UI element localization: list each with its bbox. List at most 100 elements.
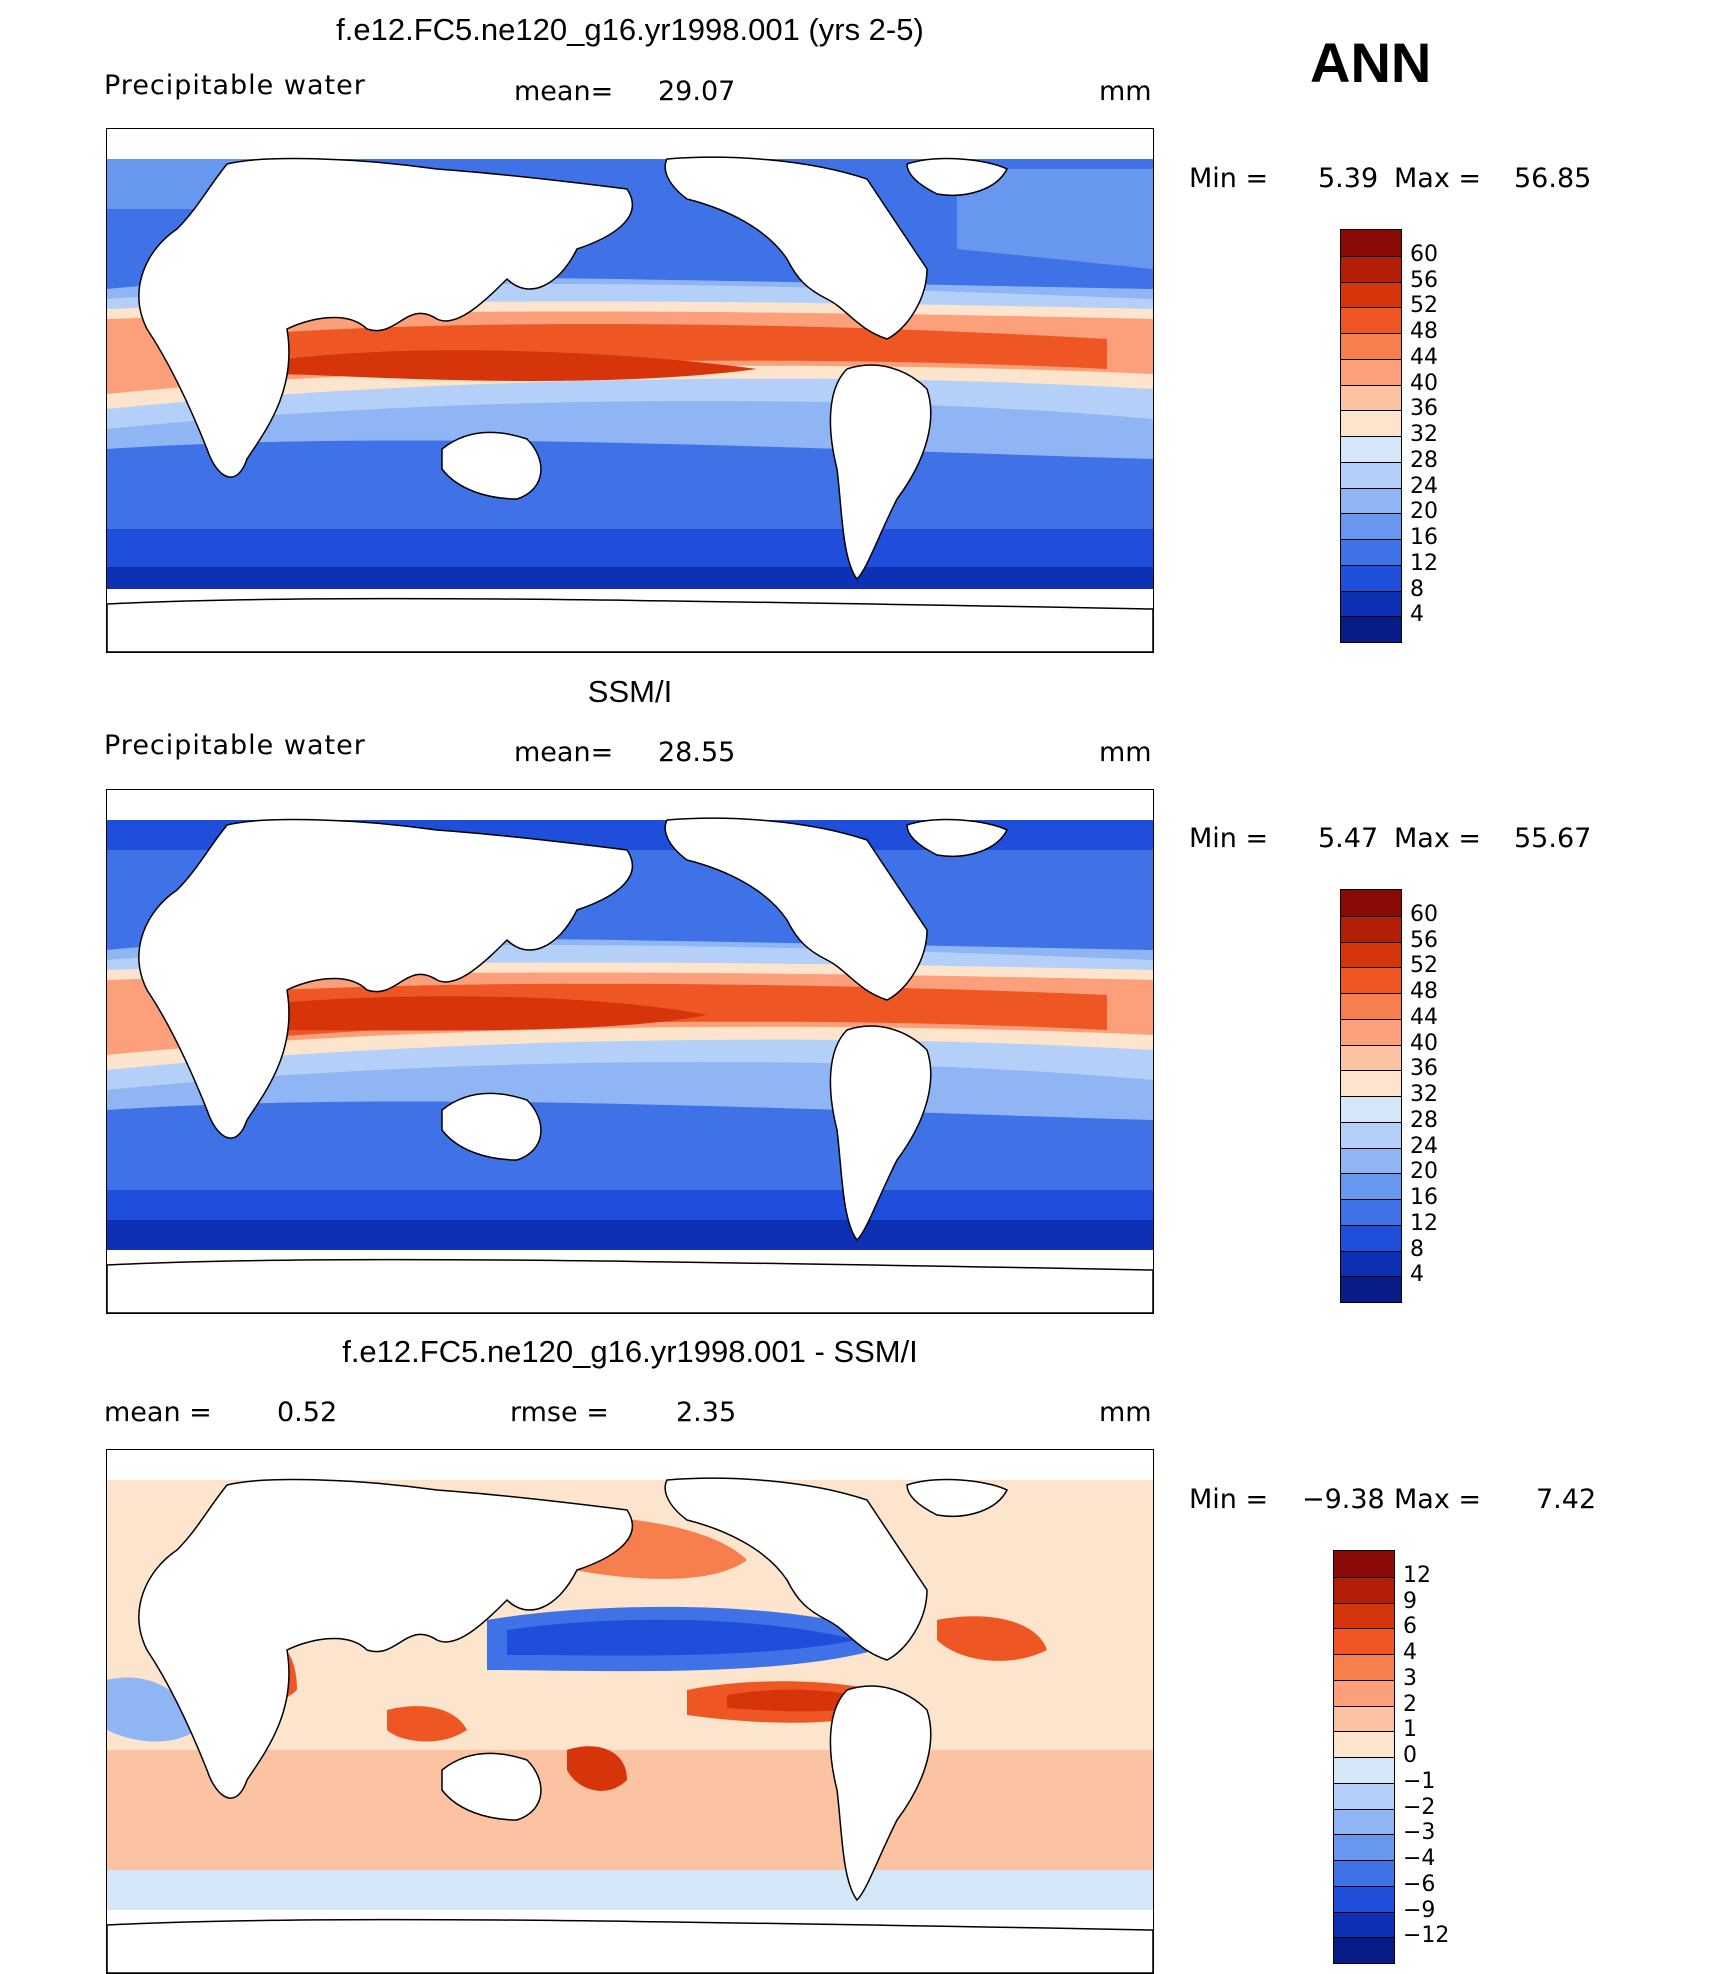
colorbar-tick-label: 12 [1403, 1562, 1431, 1588]
panel-3-map [106, 1449, 1154, 1974]
colorbar-tick-label: 12 [1410, 1210, 1438, 1236]
colorbar-swatch [1341, 1173, 1401, 1199]
panel-2-max-value: 55.67 [1514, 823, 1592, 854]
colorbar-swatch [1334, 1551, 1394, 1577]
colorbar-swatch [1334, 1885, 1394, 1912]
colorbar-tick-label: 4 [1410, 602, 1424, 628]
colorbar-swatch [1334, 1757, 1394, 1783]
colorbar-tick-label: 28 [1410, 1107, 1438, 1133]
colorbar-tick-label: 48 [1410, 979, 1438, 1004]
panel-1-title: f.e12.FC5.ne120_g16.yr1998.001 (yrs 2-5) [336, 12, 924, 47]
colorbar-tick-label: 1 [1403, 1717, 1417, 1743]
colorbar-tick-label: 9 [1403, 1588, 1417, 1614]
colorbar-tick-label: 0 [1403, 1743, 1417, 1768]
colorbar-swatch [1334, 1679, 1394, 1706]
colorbar-swatch [1334, 1911, 1394, 1938]
colorbar-tick-label: 6 [1403, 1614, 1417, 1640]
colorbar-swatch [1334, 1628, 1394, 1654]
colorbar-tick-label: 60 [1410, 901, 1438, 927]
colorbar-tick-label: 24 [1410, 473, 1438, 499]
colorbar-swatch [1341, 333, 1401, 359]
colorbar-tick-label: 40 [1410, 370, 1438, 396]
panel-2-min-label: Min = [1189, 823, 1269, 854]
panel-2-title: SSM/I [587, 674, 673, 709]
colorbar-tick-label: 3 [1403, 1665, 1417, 1691]
colorbar-swatch [1341, 513, 1401, 539]
colorbar-tick-label: 44 [1410, 344, 1438, 370]
colorbar-tick-label: 52 [1410, 293, 1438, 319]
colorbar-tick-label: −9 [1403, 1897, 1436, 1923]
colorbar-tick-label: −4 [1403, 1846, 1436, 1871]
colorbar-swatch [1341, 941, 1401, 968]
colorbar-tick-label: −3 [1403, 1820, 1436, 1846]
colorbar-swatch [1341, 616, 1401, 642]
panel-2-min-value: 5.47 [1318, 823, 1379, 854]
panel-3-max-value: 7.42 [1536, 1484, 1597, 1515]
panel-3-title: f.e12.FC5.ne120_g16.yr1998.001 - SSM/I [342, 1334, 918, 1369]
colorbar-tick-label: 40 [1410, 1030, 1438, 1056]
colorbar-swatch [1334, 1808, 1394, 1835]
panel-3-rmse-value: 2.35 [676, 1397, 737, 1428]
panel-1-mean-value: 29.07 [658, 76, 736, 107]
panel-3-units: mm [1099, 1397, 1152, 1428]
colorbar-tick-label: 16 [1410, 525, 1438, 550]
colorbar-swatch [1341, 1096, 1401, 1122]
colorbar-swatch [1341, 230, 1401, 256]
panel-1-mean-label: mean= [514, 76, 614, 107]
colorbar-swatch [1341, 255, 1401, 282]
panel-1-units: mm [1099, 76, 1152, 107]
panel-2-max-label: Max = [1394, 823, 1482, 854]
colorbar-swatch [1341, 1276, 1401, 1302]
colorbar-swatch [1341, 590, 1401, 617]
colorbar-swatch [1341, 1199, 1401, 1225]
panel-1-min-value: 5.39 [1318, 163, 1379, 194]
colorbar-swatch [1341, 307, 1401, 333]
panel-1-min-label: Min = [1189, 163, 1269, 194]
colorbar-tick-label: 20 [1410, 1159, 1438, 1185]
colorbar-tick-label: 60 [1410, 241, 1438, 267]
colorbar-tick-label: 36 [1410, 1056, 1438, 1082]
colorbar-swatch [1334, 1937, 1394, 1963]
colorbar-swatch [1341, 1121, 1401, 1148]
colorbar-swatch [1341, 539, 1401, 565]
panel-2-colorbar [1340, 889, 1402, 1303]
panel-2-variable: Precipitable water [104, 730, 366, 761]
colorbar-tick-label: −2 [1403, 1794, 1436, 1820]
colorbar-swatch [1341, 487, 1401, 514]
panel-1-variable: Precipitable water [104, 70, 366, 101]
colorbar-swatch [1334, 1731, 1394, 1757]
panel-3-min-value: −9.38 [1302, 1484, 1385, 1515]
colorbar-swatch [1341, 358, 1401, 385]
colorbar-tick-label: 52 [1410, 953, 1438, 979]
colorbar-swatch [1341, 915, 1401, 942]
colorbar-swatch [1341, 384, 1401, 411]
panel-3-colorbar [1333, 1550, 1395, 1964]
panel-3-max-label: Max = [1394, 1484, 1482, 1515]
season-label: ANN [1310, 31, 1432, 94]
panel-3-mean-value: 0.52 [277, 1397, 338, 1428]
panel-3-rmse-label: rmse = [510, 1397, 609, 1428]
colorbar-tick-label: −6 [1403, 1871, 1436, 1897]
colorbar-swatch [1334, 1654, 1394, 1680]
colorbar-swatch [1334, 1576, 1394, 1603]
colorbar-tick-label: 16 [1410, 1185, 1438, 1210]
colorbar-tick-label: 36 [1410, 396, 1438, 422]
colorbar-swatch [1341, 281, 1401, 308]
panel-3-mean-label: mean = [104, 1397, 212, 1428]
colorbar-tick-label: 56 [1410, 267, 1438, 293]
colorbar-swatch [1341, 436, 1401, 462]
colorbar-swatch [1341, 1070, 1401, 1096]
colorbar-tick-label: 12 [1410, 550, 1438, 576]
panel-2-map [106, 789, 1154, 1314]
colorbar-swatch [1341, 1044, 1401, 1071]
colorbar-tick-label: 20 [1410, 499, 1438, 525]
panel-1-max-label: Max = [1394, 163, 1482, 194]
colorbar-tick-label: 8 [1410, 576, 1424, 602]
colorbar-tick-label: 32 [1410, 1082, 1438, 1107]
colorbar-swatch [1341, 564, 1401, 591]
colorbar-swatch [1341, 1224, 1401, 1251]
colorbar-swatch [1341, 1018, 1401, 1045]
colorbar-tick-label: 4 [1410, 1262, 1424, 1288]
colorbar-tick-label: 2 [1403, 1691, 1417, 1717]
panel-1-map [106, 128, 1154, 653]
